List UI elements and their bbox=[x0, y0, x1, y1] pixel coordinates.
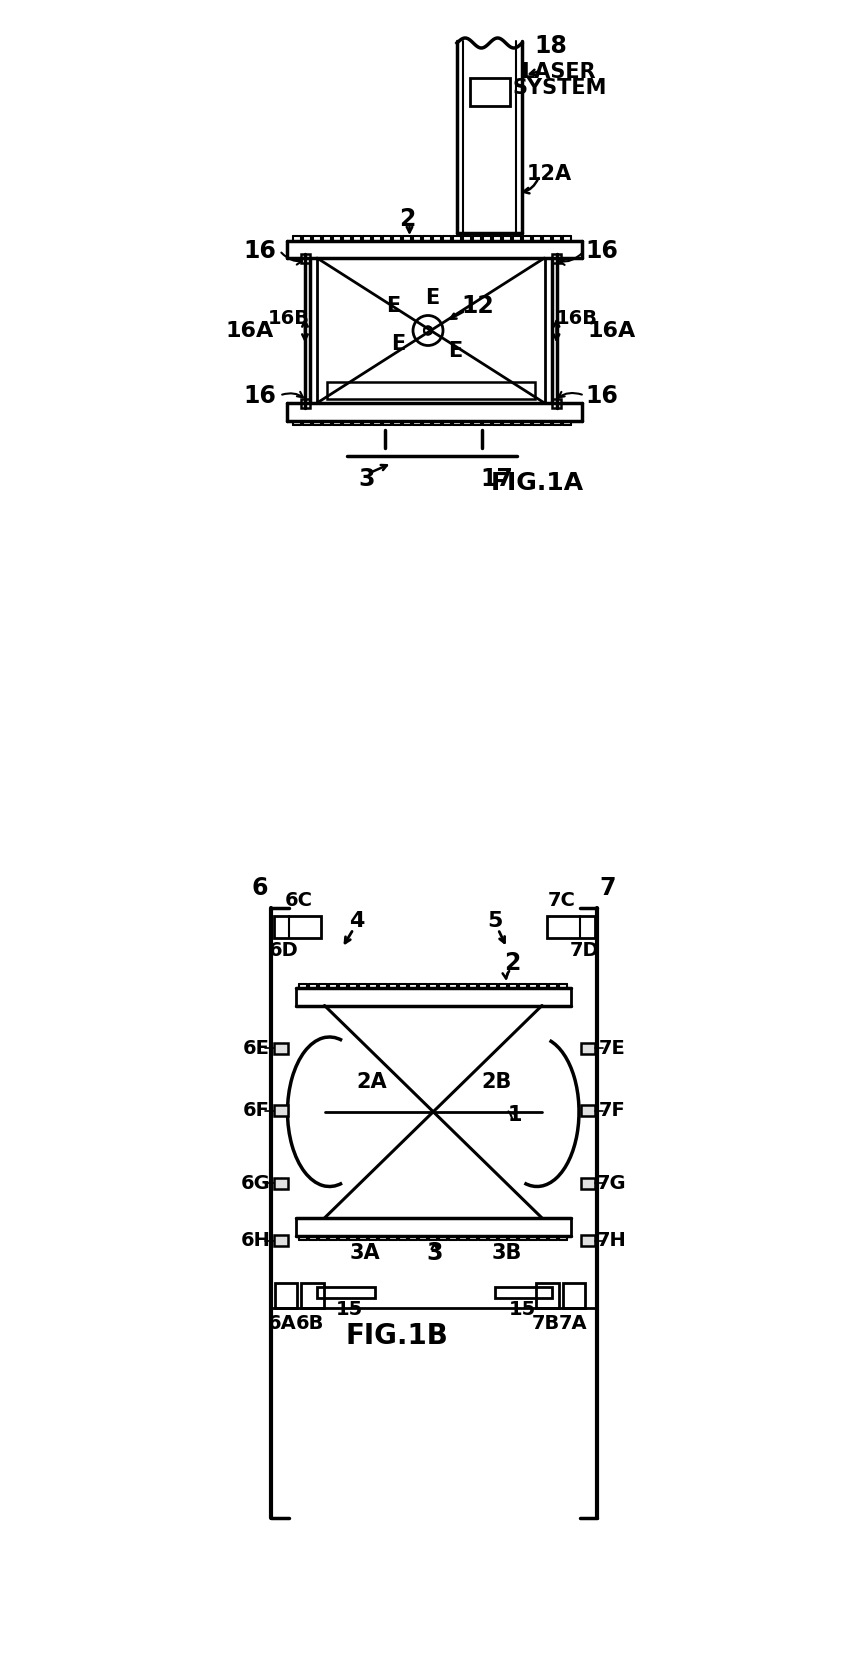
Text: E: E bbox=[449, 340, 463, 360]
Text: 6G: 6G bbox=[241, 1174, 271, 1193]
Text: 7A: 7A bbox=[559, 1314, 588, 1333]
Text: 12: 12 bbox=[462, 294, 495, 319]
Text: 16: 16 bbox=[243, 384, 276, 409]
Text: 6A: 6A bbox=[267, 1314, 296, 1333]
Bar bbox=[562, 1283, 585, 1308]
Text: 4: 4 bbox=[349, 911, 365, 931]
Text: 3B: 3B bbox=[492, 1243, 523, 1263]
Text: 7C: 7C bbox=[548, 891, 576, 911]
Text: E: E bbox=[386, 295, 400, 315]
Text: 3: 3 bbox=[358, 467, 375, 490]
Text: 7H: 7H bbox=[597, 1231, 627, 1249]
Text: 16: 16 bbox=[243, 239, 276, 264]
Text: LASER: LASER bbox=[521, 62, 595, 82]
Text: 16A: 16A bbox=[226, 320, 273, 340]
Bar bbox=[273, 1234, 287, 1246]
Bar bbox=[581, 1178, 595, 1189]
Bar bbox=[581, 1106, 595, 1116]
Bar bbox=[327, 382, 535, 399]
Text: 2: 2 bbox=[503, 951, 520, 976]
Text: 6E: 6E bbox=[242, 1039, 269, 1058]
Text: 7D: 7D bbox=[569, 941, 599, 961]
Text: E: E bbox=[424, 289, 439, 309]
Text: 2: 2 bbox=[398, 207, 415, 230]
Text: 17: 17 bbox=[481, 467, 514, 490]
Text: 3: 3 bbox=[426, 1241, 443, 1264]
Text: 6H: 6H bbox=[241, 1231, 271, 1249]
Bar bbox=[495, 1288, 552, 1298]
Bar bbox=[274, 1283, 297, 1308]
Text: 7G: 7G bbox=[597, 1174, 627, 1193]
Text: 16: 16 bbox=[586, 239, 618, 264]
Text: 6B: 6B bbox=[295, 1314, 324, 1333]
Bar bbox=[470, 78, 510, 107]
Circle shape bbox=[424, 327, 432, 335]
Text: 6C: 6C bbox=[285, 891, 312, 911]
Bar bbox=[273, 1106, 287, 1116]
Bar bbox=[300, 254, 310, 264]
Text: E: E bbox=[391, 334, 405, 354]
Text: 6D: 6D bbox=[268, 941, 299, 961]
Text: 7F: 7F bbox=[599, 1101, 625, 1121]
Bar bbox=[536, 1283, 558, 1308]
Text: FIG.1B: FIG.1B bbox=[345, 1321, 449, 1349]
Text: SYSTEM: SYSTEM bbox=[512, 78, 607, 98]
Text: 2B: 2B bbox=[482, 1073, 512, 1093]
Bar bbox=[301, 1283, 324, 1308]
Bar bbox=[581, 1042, 595, 1054]
Text: 7B: 7B bbox=[532, 1314, 560, 1333]
Text: 15: 15 bbox=[509, 1299, 536, 1319]
Bar bbox=[317, 1288, 374, 1298]
Text: 16B: 16B bbox=[556, 309, 598, 329]
Text: 1: 1 bbox=[507, 1104, 522, 1124]
Bar bbox=[547, 916, 595, 937]
Text: 7: 7 bbox=[600, 876, 616, 901]
Text: 16B: 16B bbox=[267, 309, 310, 329]
Bar bbox=[273, 916, 321, 937]
Bar bbox=[581, 1234, 595, 1246]
Text: 16: 16 bbox=[586, 384, 618, 409]
Text: 5: 5 bbox=[487, 911, 503, 931]
Bar bbox=[300, 399, 310, 409]
Bar bbox=[273, 1178, 287, 1189]
Text: 18: 18 bbox=[535, 33, 568, 58]
Text: 6: 6 bbox=[252, 876, 268, 901]
Text: 7E: 7E bbox=[599, 1039, 625, 1058]
Bar bbox=[273, 1042, 287, 1054]
Text: 6F: 6F bbox=[242, 1101, 269, 1121]
Bar bbox=[552, 254, 561, 264]
Text: 16A: 16A bbox=[588, 320, 636, 340]
Text: 15: 15 bbox=[336, 1299, 363, 1319]
Text: 3A: 3A bbox=[349, 1243, 380, 1263]
Text: 12A: 12A bbox=[527, 163, 572, 183]
Bar bbox=[552, 399, 561, 409]
Text: FIG.1A: FIG.1A bbox=[490, 472, 583, 495]
Text: 2A: 2A bbox=[357, 1073, 387, 1093]
